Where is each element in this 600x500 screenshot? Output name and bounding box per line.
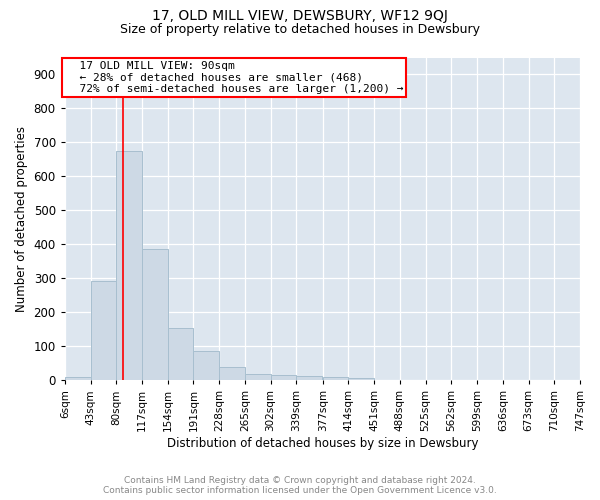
Bar xyxy=(245,374,271,380)
Bar xyxy=(349,378,374,380)
X-axis label: Distribution of detached houses by size in Dewsbury: Distribution of detached houses by size … xyxy=(167,437,478,450)
Bar xyxy=(116,151,142,380)
Y-axis label: Number of detached properties: Number of detached properties xyxy=(15,126,28,312)
Bar xyxy=(65,377,91,380)
Bar xyxy=(91,280,116,380)
Text: 17 OLD MILL VIEW: 90sqm
  ← 28% of detached houses are smaller (468)
  72% of se: 17 OLD MILL VIEW: 90sqm ← 28% of detache… xyxy=(65,61,403,94)
Bar xyxy=(271,374,296,380)
Bar xyxy=(142,250,168,380)
Text: 17, OLD MILL VIEW, DEWSBURY, WF12 9QJ: 17, OLD MILL VIEW, DEWSBURY, WF12 9QJ xyxy=(152,9,448,23)
Bar xyxy=(219,366,245,380)
Bar xyxy=(296,376,322,380)
Text: Size of property relative to detached houses in Dewsbury: Size of property relative to detached ho… xyxy=(120,22,480,36)
Bar xyxy=(323,377,349,380)
Text: Contains HM Land Registry data © Crown copyright and database right 2024.
Contai: Contains HM Land Registry data © Crown c… xyxy=(103,476,497,495)
Bar xyxy=(193,352,219,380)
Bar xyxy=(168,328,193,380)
